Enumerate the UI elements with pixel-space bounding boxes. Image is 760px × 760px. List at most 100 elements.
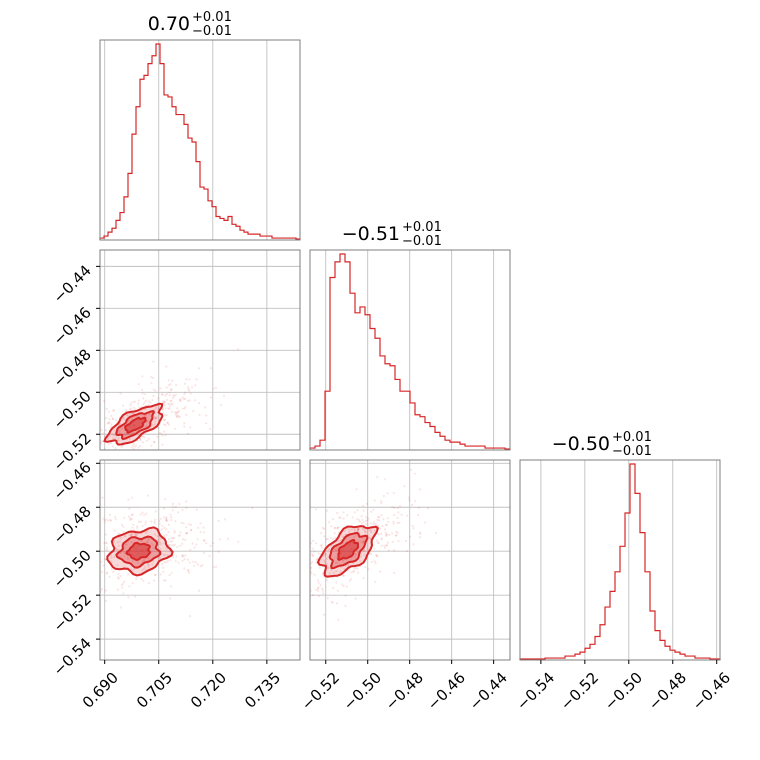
- sample-point: [161, 443, 164, 446]
- sample-point: [191, 386, 194, 389]
- sample-point: [147, 538, 150, 541]
- sample-point: [132, 559, 135, 563]
- sample-point: [348, 530, 351, 534]
- sample-point: [127, 498, 130, 501]
- sample-point: [335, 602, 338, 605]
- sample-point: [324, 553, 327, 556]
- sample-point: [364, 566, 367, 569]
- sample-point: [393, 549, 396, 552]
- sample-point: [336, 527, 339, 530]
- sample-point: [385, 533, 388, 536]
- y-tick-label-2-1: −0.52: [50, 590, 95, 635]
- sample-point: [394, 534, 397, 537]
- sample-point: [145, 399, 148, 402]
- sample-point: [120, 523, 124, 527]
- sample-point: [124, 434, 127, 437]
- sample-point: [168, 391, 171, 394]
- sample-point: [127, 596, 130, 599]
- sample-point: [178, 416, 181, 419]
- sample-point: [386, 517, 390, 520]
- sample-point: [170, 388, 173, 391]
- sample-point: [163, 534, 166, 537]
- sample-point: [418, 531, 421, 534]
- sample-point: [328, 572, 331, 575]
- sample-point: [357, 527, 360, 530]
- sample-point: [343, 529, 346, 533]
- sample-point: [351, 516, 354, 519]
- sample-point: [174, 505, 177, 509]
- sample-point: [180, 521, 183, 524]
- sample-point: [224, 518, 227, 521]
- sample-point: [123, 534, 126, 538]
- sample-point: [380, 514, 383, 517]
- sample-point: [144, 393, 147, 396]
- sample-point: [163, 404, 167, 407]
- sample-point: [356, 529, 360, 533]
- sample-point: [199, 565, 202, 568]
- sample-point: [181, 542, 184, 545]
- sample-point: [181, 396, 184, 399]
- sample-point: [130, 534, 133, 537]
- sample-point: [104, 533, 107, 536]
- sample-point: [185, 378, 188, 381]
- sample-point: [351, 528, 354, 531]
- sample-point: [122, 530, 125, 533]
- sample-point: [146, 530, 149, 533]
- sample-point: [151, 563, 154, 566]
- sample-point: [156, 535, 159, 538]
- x-tick-label-1-0: −0.52: [298, 669, 343, 714]
- sample-point: [104, 599, 107, 602]
- sample-point: [353, 569, 356, 572]
- sample-point: [344, 604, 347, 608]
- sample-point: [164, 553, 167, 556]
- sample-point: [171, 396, 175, 400]
- sample-point: [341, 583, 344, 586]
- sample-point: [317, 589, 320, 592]
- sample-point: [131, 569, 134, 572]
- sample-point: [112, 555, 116, 558]
- sample-point: [205, 422, 208, 425]
- sample-point: [100, 588, 103, 591]
- sample-point: [128, 515, 131, 518]
- sample-point: [413, 500, 417, 503]
- sample-point: [135, 577, 138, 580]
- sample-point: [380, 538, 383, 541]
- sample-point: [165, 365, 168, 368]
- sample-point: [361, 518, 364, 522]
- sample-point: [317, 587, 320, 590]
- sample-point: [122, 417, 125, 420]
- sample-point: [145, 512, 148, 515]
- sample-point: [405, 550, 409, 553]
- sample-point: [107, 410, 110, 413]
- sample-point: [167, 531, 170, 534]
- sample-point: [141, 569, 144, 572]
- sample-point: [398, 521, 401, 524]
- sample-point: [119, 537, 122, 540]
- sample-point: [360, 522, 364, 525]
- sample-point: [382, 494, 385, 498]
- sample-point: [377, 519, 381, 522]
- sample-point: [130, 496, 134, 499]
- x-tick-label-0-0: 0.690: [79, 669, 122, 712]
- sample-point: [104, 558, 107, 561]
- sample-point: [148, 413, 151, 416]
- scatter-panel-2_0: [94, 459, 301, 661]
- sample-point: [108, 421, 111, 424]
- sample-point: [373, 530, 376, 533]
- sample-point: [109, 519, 112, 522]
- sample-point: [139, 513, 142, 516]
- sample-point: [368, 537, 371, 540]
- sample-point: [304, 555, 306, 557]
- sample-point: [63, 433, 65, 435]
- sample-point: [112, 453, 114, 455]
- sample-point: [313, 550, 316, 553]
- hist-panel-2: −0.50 +0.01−0.01: [519, 430, 721, 661]
- sample-point: [114, 515, 117, 519]
- sample-point: [94, 587, 96, 589]
- sample-point: [100, 440, 103, 443]
- sample-point: [419, 532, 422, 535]
- sample-point: [161, 434, 164, 437]
- sample-point: [350, 578, 353, 581]
- sample-point: [153, 415, 157, 418]
- sample-point: [144, 523, 147, 526]
